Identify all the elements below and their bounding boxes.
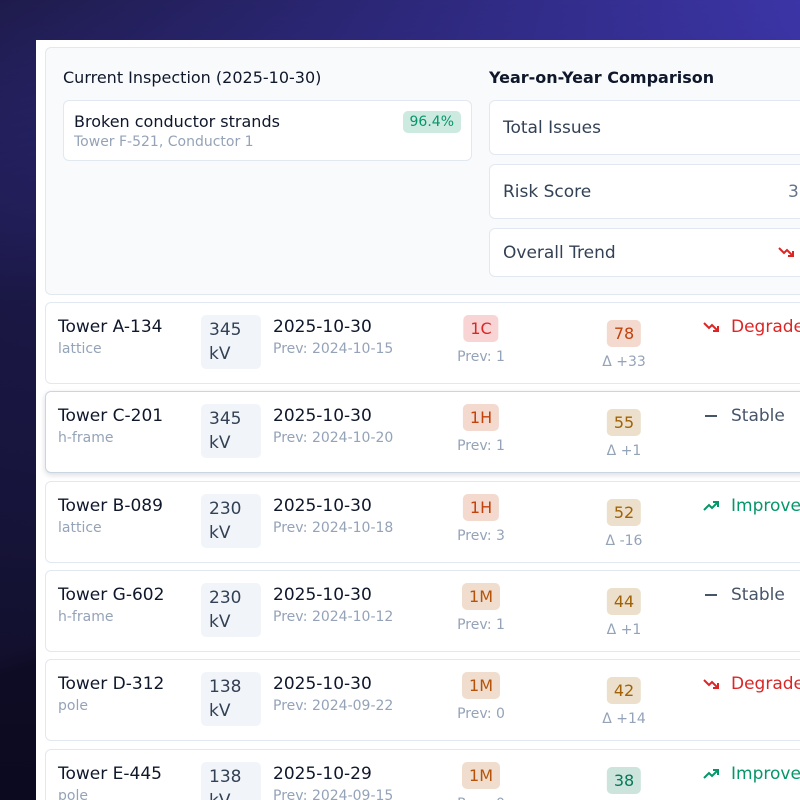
trend-icon <box>702 318 720 340</box>
trend: Improved <box>731 763 800 784</box>
previous-count: Prev: 3 <box>457 527 505 544</box>
risk-score: 38 <box>606 766 642 794</box>
previous-date: Prev: 2024-10-20 <box>273 430 394 447</box>
trend-icon <box>702 407 720 429</box>
trend: Stable <box>731 406 785 427</box>
tower-name: Tower C-201 <box>58 406 164 427</box>
inspection-date: 2025-10-30 <box>273 317 372 337</box>
metric-label: Overall Trend <box>503 242 616 263</box>
trend-icon <box>702 765 720 787</box>
tower-row[interactable]: Tower G-602 h-frame 230 kV 2025-10-30 Prev: … <box>45 569 800 652</box>
severity-badge: 1M <box>462 672 500 700</box>
voltage: 345 kV <box>201 315 261 369</box>
panel: Current Inspection (2025-10-30) Broken c… <box>36 40 800 800</box>
risk-score: 44 <box>606 587 642 615</box>
icon <box>703 679 719 690</box>
icon <box>705 415 717 418</box>
trend: Degraded <box>731 674 800 695</box>
tower-type: pole <box>58 787 88 800</box>
risk-score: 55 <box>606 409 642 437</box>
trend-icon <box>702 675 720 697</box>
finding[interactable]: Broken conductor strands Tower F-521, Co… <box>63 100 472 161</box>
score-delta: Δ +1 <box>606 443 642 460</box>
metric-value: 3 <box>788 181 799 202</box>
voltage: 230 kV <box>201 493 261 548</box>
tower-row[interactable]: Tower D-312 pole 138 kV 2025-10-30 Prev: 202… <box>45 659 800 742</box>
finding-label: Broken conductor strands <box>74 112 280 131</box>
voltage: 345 kV <box>201 404 261 459</box>
inspection-date: 2025-10-30 <box>273 584 372 605</box>
confidence: 96.4% <box>402 111 461 133</box>
metric-label: Total Issues <box>503 117 601 138</box>
tower-row[interactable]: Tower B-089 lattice 230 kV 2025-10-30 Prev: … <box>45 480 800 563</box>
previous-count: Prev: 0 <box>457 796 505 800</box>
metric-card[interactable]: Risk Score 3 <box>489 164 800 219</box>
tower-type: h-frame <box>58 430 114 447</box>
previous-date: Prev: 2024-10-12 <box>273 608 394 625</box>
inspection-date: 2025-10-30 <box>273 495 372 516</box>
tower-name: Tower B-089 <box>58 495 163 516</box>
metric-card[interactable]: Overall Trend <box>489 228 800 277</box>
summary-card: Current Inspection (2025-10-30) Broken c… <box>45 47 800 295</box>
tower-name: Tower D-312 <box>58 674 165 695</box>
risk-score: 42 <box>606 677 642 705</box>
score-delta: Δ +33 <box>602 354 646 370</box>
trend: Improved <box>731 495 800 516</box>
comparison-title: Year-on-Year Comparison <box>489 68 715 87</box>
inspection-date: 2025-10-30 <box>273 674 372 695</box>
voltage: 230 kV <box>201 582 261 637</box>
score-delta: Δ -16 <box>605 532 643 549</box>
tower-row[interactable]: Tower E-445 pole 138 kV 2025-10-29 Prev: 202… <box>45 748 800 800</box>
severity-badge: 1M <box>462 582 500 610</box>
tower-type: h-frame <box>58 608 114 625</box>
icon <box>703 500 719 511</box>
previous-count: Prev: 1 <box>457 616 505 633</box>
trend: Stable <box>731 584 785 605</box>
icon <box>705 593 717 596</box>
risk-score: 52 <box>606 498 642 526</box>
tower-name: Tower E-445 <box>58 763 162 784</box>
risk-score: 78 <box>606 320 642 347</box>
trend-icon <box>777 243 795 265</box>
previous-count: Prev: 1 <box>457 349 505 365</box>
score-delta: Δ +14 <box>602 711 646 728</box>
finding-location: Tower F-521, Conductor 1 <box>74 134 254 150</box>
tower-row[interactable]: Tower C-201 h-frame 345 kV 2025-10-30 Prev: … <box>45 391 800 474</box>
trend-icon <box>702 497 720 519</box>
metric-label: Risk Score <box>503 181 592 202</box>
severity-badge: 1H <box>462 493 500 521</box>
tower-type: lattice <box>58 519 102 536</box>
voltage: 138 kV <box>201 672 261 727</box>
tower-name: Tower A-134 <box>58 317 163 337</box>
icon <box>778 247 794 257</box>
tower-type: pole <box>58 698 88 715</box>
severity-badge: 1H <box>462 404 500 432</box>
inspection-date: 2025-10-30 <box>273 406 372 427</box>
tower-name: Tower G-602 <box>58 584 165 605</box>
severity-badge: 1M <box>462 761 500 789</box>
previous-date: Prev: 2024-09-15 <box>273 787 394 800</box>
tower-row[interactable]: Tower A-134 lattice 345 kV 2025-10-30 Prev: … <box>45 302 800 384</box>
previous-date: Prev: 2024-09-22 <box>273 698 394 715</box>
icon <box>703 768 719 779</box>
previous-date: Prev: 2024-10-18 <box>273 519 394 536</box>
severity-badge: 1C <box>463 315 499 342</box>
trend: Degraded <box>731 317 800 337</box>
tower-type: lattice <box>58 341 102 357</box>
metric-card[interactable]: Total Issues <box>489 100 800 155</box>
previous-count: Prev: 0 <box>457 706 505 723</box>
previous-count: Prev: 1 <box>457 438 505 455</box>
inspection-title: Current Inspection (2025-10-30) <box>63 68 322 87</box>
voltage: 138 kV <box>201 761 261 800</box>
previous-date: Prev: 2024-10-15 <box>273 341 394 357</box>
inspection-date: 2025-10-29 <box>273 763 372 784</box>
score-delta: Δ +1 <box>606 621 642 638</box>
trend-icon <box>702 586 720 608</box>
icon <box>703 322 719 332</box>
